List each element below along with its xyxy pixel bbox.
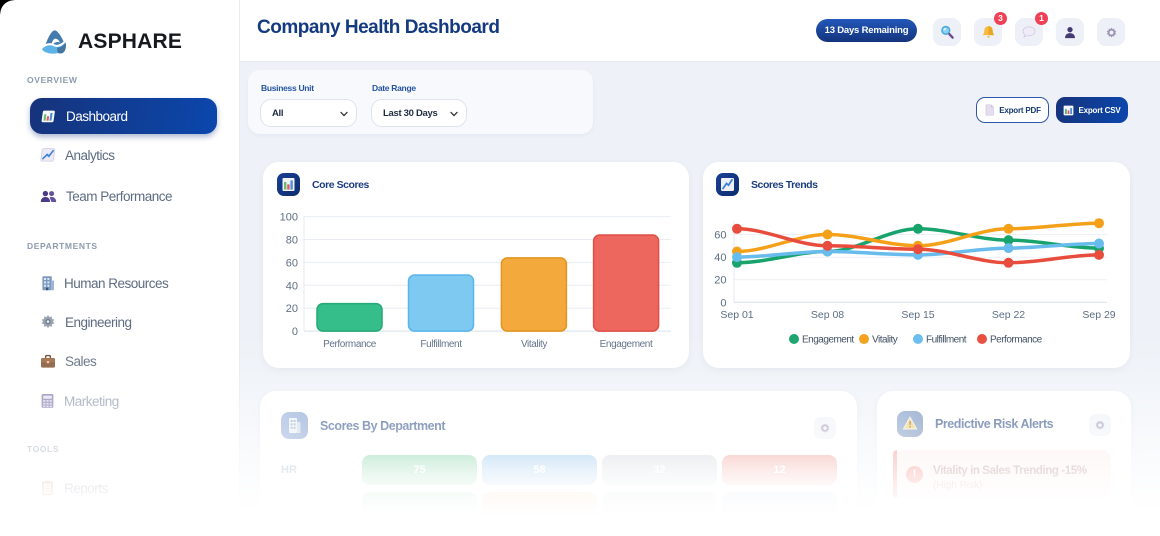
svg-text:Sep 22: Sep 22 — [992, 309, 1025, 321]
svg-text:80: 80 — [286, 235, 298, 247]
svg-text:0: 0 — [720, 297, 726, 309]
svg-text:60: 60 — [714, 229, 726, 241]
svg-text:Sep 01: Sep 01 — [720, 309, 753, 321]
svg-text:Sep 29: Sep 29 — [1082, 309, 1115, 321]
svg-text:20: 20 — [286, 303, 298, 315]
svg-text:40: 40 — [286, 280, 298, 292]
svg-text:60: 60 — [286, 257, 298, 269]
svg-text:20: 20 — [714, 275, 726, 287]
svg-text:40: 40 — [714, 252, 726, 264]
svg-text:Sep 08: Sep 08 — [811, 309, 844, 321]
svg-text:100: 100 — [280, 212, 298, 224]
svg-text:Sep 15: Sep 15 — [901, 309, 934, 321]
